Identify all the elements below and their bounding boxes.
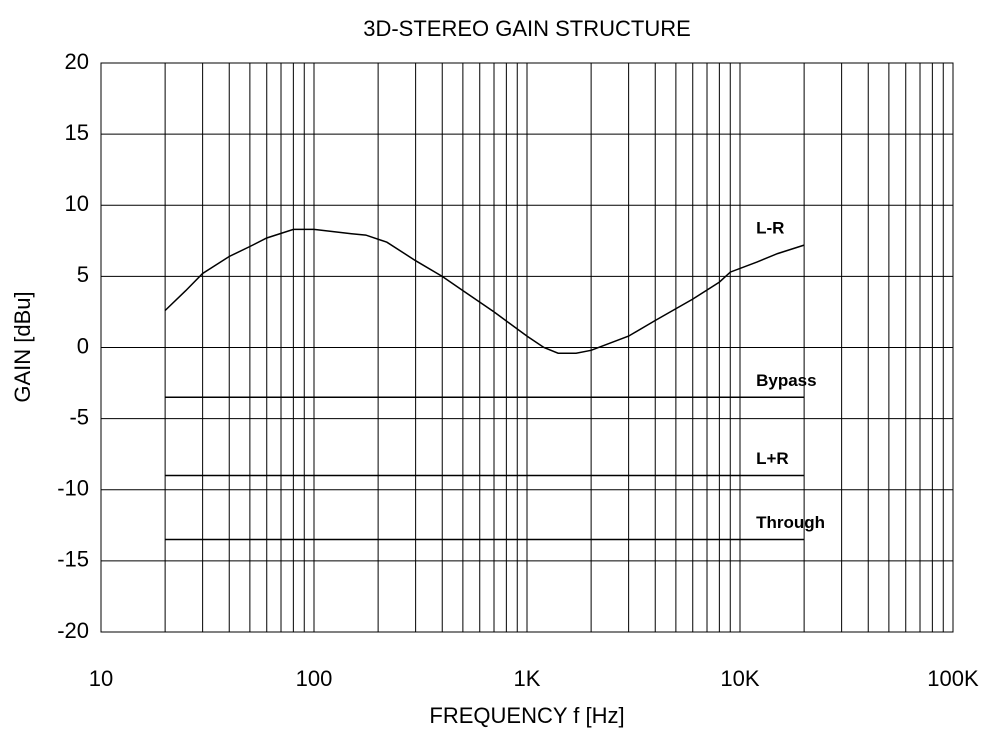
- x-tick-label: 100K: [927, 666, 979, 691]
- x-axis-label: FREQUENCY f [Hz]: [429, 703, 624, 728]
- series-label: L+R: [756, 449, 789, 468]
- y-tick-label: 10: [65, 191, 89, 216]
- chart-title: 3D-STEREO GAIN STRUCTURE: [363, 16, 691, 41]
- series-line: [164, 228, 805, 354]
- y-tick-label: -10: [57, 476, 89, 501]
- y-tick-label: -5: [69, 404, 89, 429]
- y-axis-label: GAIN [dBu]: [10, 291, 35, 402]
- y-tick-label: 0: [77, 333, 89, 358]
- series-label: Through: [756, 513, 825, 532]
- y-tick-label: -15: [57, 547, 89, 572]
- y-tick-label: 5: [77, 262, 89, 287]
- x-tick-label: 10: [89, 666, 113, 691]
- x-tick-label: 10K: [720, 666, 759, 691]
- series-label: Bypass: [756, 371, 816, 390]
- y-tick-label: 20: [65, 49, 89, 74]
- y-tick-label: 15: [65, 120, 89, 145]
- x-tick-label: 1K: [514, 666, 541, 691]
- y-tick-label: -20: [57, 618, 89, 643]
- series-label: L-R: [756, 219, 784, 238]
- x-tick-label: 100: [296, 666, 333, 691]
